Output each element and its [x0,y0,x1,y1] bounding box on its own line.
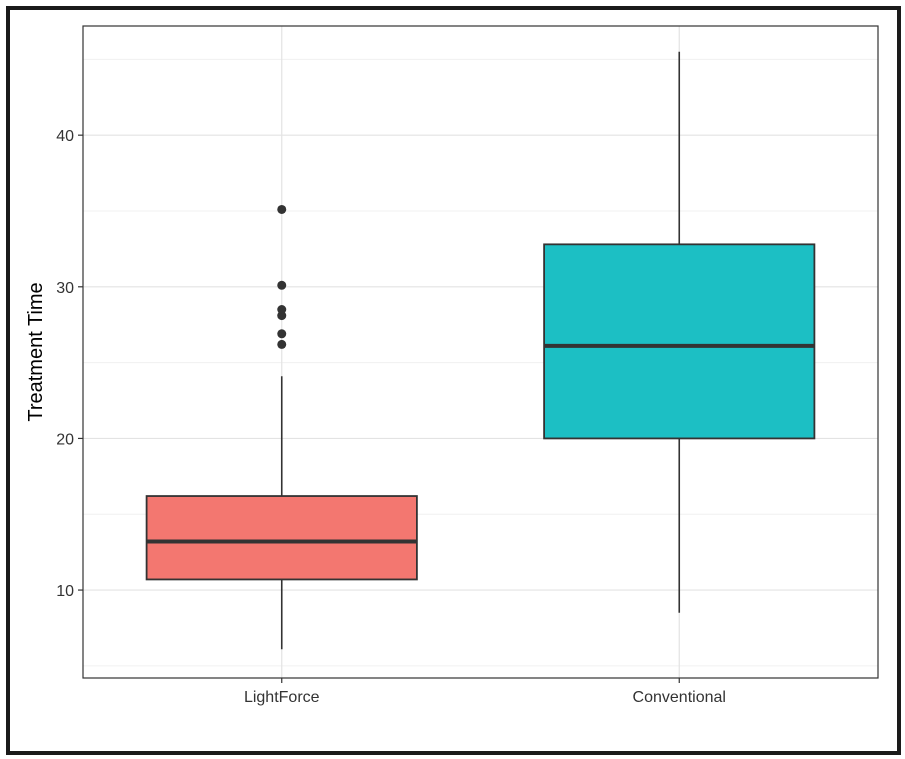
x-tick-label: Conventional [633,689,726,706]
outlier-point [277,339,287,349]
x-axis-ticks: LightForce Conventional [244,678,726,706]
panel-border [82,25,879,679]
boxes [145,51,816,650]
y-axis-ticks: 10 20 30 40 [56,128,83,600]
box-lightforce [145,204,418,650]
x-tick-label: LightForce [244,689,320,706]
box-iqr [543,243,816,440]
y-tick-label: 40 [56,128,74,145]
outlier-point [277,204,287,214]
outlier-point [277,305,287,315]
outlier-point [277,280,287,290]
y-axis-title: Treatment Time [25,282,47,421]
y-tick-label: 10 [56,583,74,600]
box-conventional [543,51,816,613]
box-iqr [145,495,418,581]
outlier-point [277,329,287,339]
y-tick-label: 30 [56,280,74,297]
y-tick-label: 20 [56,431,74,448]
